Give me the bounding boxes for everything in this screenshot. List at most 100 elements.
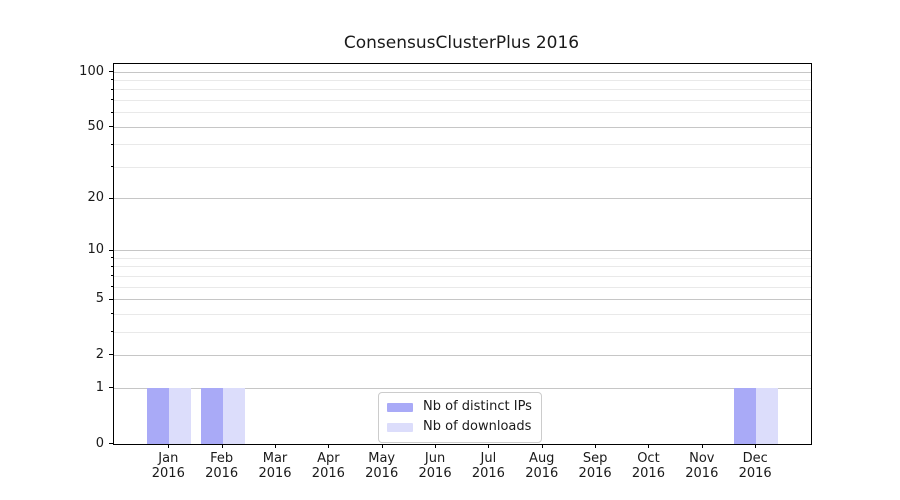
minor-gridline [114,99,811,101]
y-minor-tick [111,99,113,101]
x-tick-label: Sep 2016 [555,451,635,481]
legend-label-distinct-ips: Nb of distinct IPs [423,399,532,414]
y-minor-tick [111,111,113,113]
x-tick-label-line: 2016 [418,466,452,481]
major-gridline [114,354,811,356]
y-tick-label: 20 [87,190,104,206]
y-tick-label: 2 [95,346,104,362]
x-tick-label-line: May [368,451,396,466]
y-minor-tick [111,143,113,145]
y-minor-tick [111,313,113,315]
x-tick-label: Jul 2016 [448,451,528,481]
y-tick [109,354,113,356]
x-tick-label-line: 2016 [631,466,665,481]
y-tick-label: 10 [87,242,104,258]
x-tick [541,444,543,448]
chart-title: ConsensusClusterPlus 2016 [343,33,580,53]
x-tick [488,444,490,448]
x-tick [381,444,383,448]
x-tick-label: Dec 2016 [715,451,795,481]
major-gridline [114,71,811,73]
major-gridline [114,387,811,389]
minor-gridline [114,275,811,277]
x-tick [275,444,276,448]
minor-gridline [114,112,811,114]
minor-gridline [114,257,811,259]
y-tick-label: 1 [95,379,104,395]
x-tick-label-line: Dec [742,451,768,466]
legend-label-downloads: Nb of downloads [423,419,532,434]
x-tick [221,444,223,448]
x-tick-label: Apr 2016 [288,451,368,481]
y-tick-label: 50 [87,118,104,134]
major-gridline [114,198,811,200]
y-tick [109,387,113,389]
x-tick-label-line: 2016 [311,466,345,481]
x-tick-label-line: Apr [317,451,340,466]
y-tick-label: 5 [95,291,104,307]
bar-feb-distinct-ips [200,388,223,444]
x-tick [755,444,757,448]
x-tick-label: Jan 2016 [128,451,208,481]
minor-gridline [114,286,811,288]
x-tick-label-line: 2016 [685,466,719,481]
x-tick [595,444,597,448]
x-tick-label-line: 2016 [525,466,559,481]
x-tick [435,444,437,448]
y-minor-tick [111,166,113,168]
plot-area: Nb of distinct IPs Nb of downloads [113,63,812,445]
y-minor-tick [111,275,113,277]
x-tick-label: Mar 2016 [235,451,315,481]
y-tick [109,249,113,251]
x-tick-label-line: Jun [424,451,446,466]
x-tick-label-line: 2016 [578,466,612,481]
legend-item-downloads: Nb of downloads [387,419,532,435]
x-tick-label-line: 2016 [151,466,185,481]
minor-gridline [114,266,811,268]
minor-gridline [114,331,811,333]
y-tick [109,126,113,128]
x-tick-label-line: 2016 [471,466,505,481]
y-minor-tick [111,331,113,333]
y-minor-tick [111,88,113,90]
y-tick [109,71,113,72]
major-gridline [114,250,811,252]
gridlines [114,64,811,444]
x-tick [648,444,650,448]
y-tick [109,197,113,199]
bar-jan-distinct-ips [147,388,170,444]
y-minor-tick [111,286,113,288]
minor-gridline [114,166,811,168]
y-tick [109,298,113,300]
y-minor-tick [111,79,113,81]
bar-feb-downloads [222,388,245,444]
bar-jan-downloads [169,388,192,444]
y-tick-label: 100 [79,63,104,79]
x-tick-label-line: Aug [529,451,555,466]
y-tick [109,443,113,444]
x-tick-label: Nov 2016 [662,451,742,481]
legend-swatch-downloads [387,422,413,432]
x-tick-label-line: Mar [262,451,288,466]
x-tick-label-line: Feb [210,451,234,466]
x-tick-label-line: 2016 [258,466,292,481]
x-tick [701,444,703,448]
x-tick-label-line: Nov [689,451,715,466]
x-tick-label: Aug 2016 [502,451,582,481]
major-gridline [114,126,811,128]
legend-swatch-distinct-ips [387,402,413,412]
y-minor-tick [111,257,113,259]
y-minor-tick [111,265,113,267]
minor-gridline [114,313,811,315]
bars [114,64,811,444]
bar-dec-distinct-ips [734,388,757,444]
x-tick-label-line: Jul [480,451,497,466]
x-tick [168,444,170,448]
x-tick-label-line: 2016 [205,466,239,481]
minor-gridline [114,89,811,91]
legend: Nb of distinct IPs Nb of downloads [378,392,542,443]
minor-gridline [114,144,811,146]
x-tick-label: Feb 2016 [182,451,262,481]
x-tick-label-line: 2016 [738,466,772,481]
